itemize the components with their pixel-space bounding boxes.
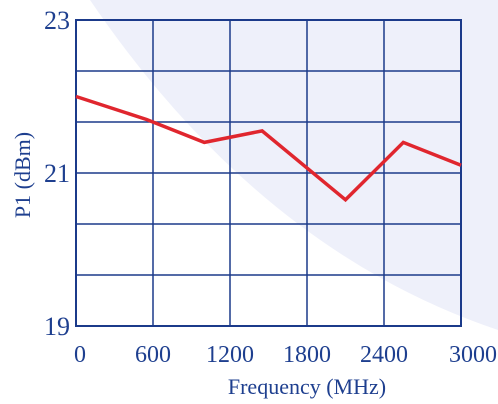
x-tick-label: 1200	[206, 342, 254, 368]
x-tick-labels: 0 600 1200 1800 2400 3000	[74, 342, 497, 368]
x-tick-label: 3000	[449, 342, 497, 368]
y-tick-label: 21	[44, 159, 70, 188]
plot-frame	[75, 19, 462, 327]
series-line	[75, 94, 462, 203]
x-tick-label: 1800	[283, 342, 331, 368]
x-axis-label: Frequency (MHz)	[228, 374, 386, 399]
x-tick-label: 2400	[360, 342, 408, 368]
y-axis-label: P1 (dBm)	[10, 132, 35, 218]
x-tick-label: 600	[135, 342, 171, 368]
x-tick-label: 0	[74, 342, 86, 368]
background-swoosh	[90, 0, 498, 330]
series-layer	[75, 94, 462, 203]
y-tick-label: 23	[44, 6, 70, 35]
grid	[75, 19, 462, 327]
y-tick-label: 19	[44, 312, 70, 341]
y-tick-labels: 19 21 23	[44, 6, 70, 341]
